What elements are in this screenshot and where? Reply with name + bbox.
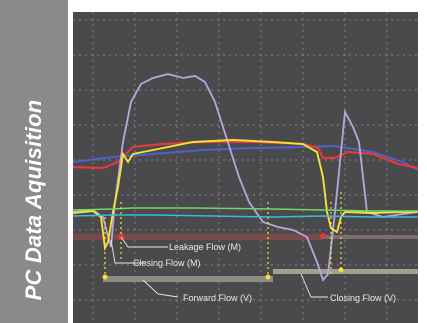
label-closing-flow-m: Closing Flow (M) — [133, 258, 201, 268]
yellow-trace — [73, 139, 418, 252]
label-closing-flow-v: Closing Flow (V) — [330, 293, 396, 303]
green-trace — [73, 207, 418, 212]
markers — [104, 192, 342, 280]
leakage-bar-right — [323, 235, 418, 239]
oscilloscope-plot: Leakage Flow (M) Closing Flow (M) Forwar… — [73, 12, 418, 323]
cyan-trace — [73, 214, 418, 218]
forward-flow-bar — [103, 276, 273, 282]
label-forward-flow: Forward Flow (V) — [183, 293, 252, 303]
sidebar-title: PC Data Aquisition — [21, 99, 46, 301]
yellow-markers — [102, 267, 344, 280]
leakage-bar — [73, 234, 323, 240]
sidebar: PC Data Aquisition — [0, 0, 68, 323]
oscilloscope-display: Leakage Flow (M) Closing Flow (M) Forwar… — [73, 12, 418, 323]
closing-flow-bar — [273, 269, 418, 274]
red-trace — [73, 140, 418, 170]
lavender-trace — [73, 73, 418, 282]
leader-lines — [110, 236, 328, 298]
label-leakage-flow: Leakage Flow (M) — [169, 242, 241, 252]
